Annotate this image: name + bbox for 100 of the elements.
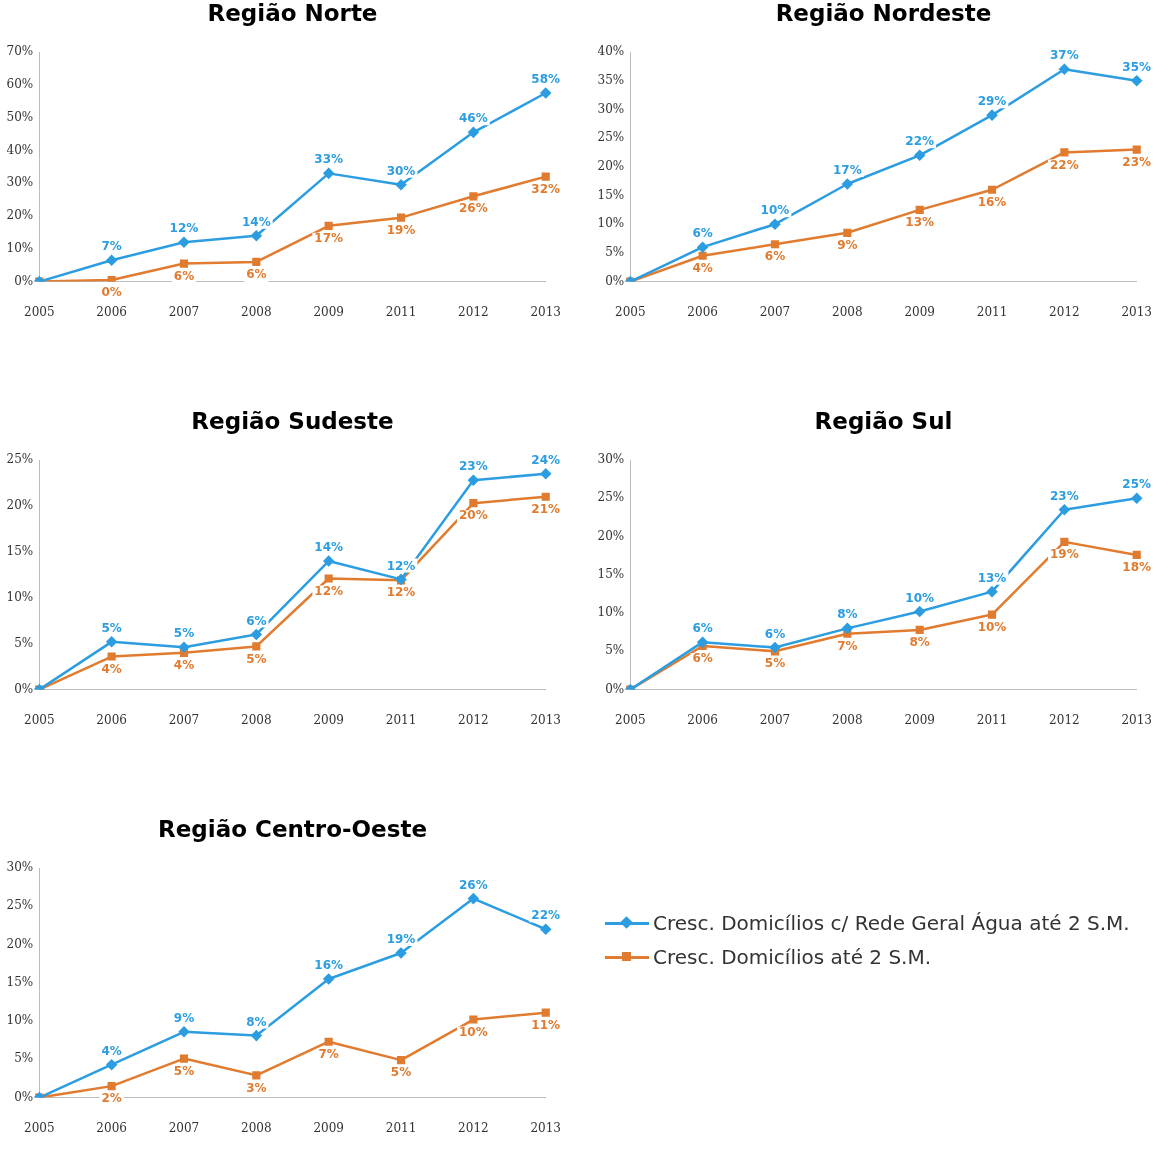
y-tick-label: 0%: [605, 681, 625, 696]
y-tick-label: 20%: [597, 528, 625, 543]
data-label: 16%: [977, 194, 1007, 209]
x-tick-label: 2011: [385, 712, 417, 727]
y-tick-label: 5%: [14, 635, 34, 650]
x-tick-label: 2009: [904, 712, 935, 727]
data-label: 8%: [909, 635, 930, 650]
x-tick-label: 2006: [687, 304, 718, 319]
x-tick-label: 2005: [24, 712, 55, 727]
data-label: 33%: [314, 152, 344, 167]
x-tick-label: 2009: [313, 712, 344, 727]
y-tick-label: 15%: [597, 187, 625, 202]
x-tick-label: 2012: [458, 712, 489, 727]
x-tick-label: 2012: [458, 304, 489, 319]
data-label: 22%: [905, 134, 935, 149]
x-tick-label: 2013: [530, 304, 561, 319]
x-tick-label: 2006: [96, 712, 127, 727]
x-tick-label: 2012: [458, 1120, 489, 1135]
y-tick-label: 25%: [597, 490, 625, 505]
data-label: 58%: [531, 72, 561, 87]
y-tick-label: 30%: [6, 860, 34, 875]
data-label: 5%: [764, 656, 786, 671]
x-tick-label: 2011: [976, 304, 1008, 319]
y-tick-label: 0%: [14, 273, 34, 288]
data-label: 22%: [531, 908, 561, 923]
data-label: 6%: [173, 268, 195, 283]
data-label: 14%: [241, 214, 271, 229]
data-label: 6%: [692, 226, 713, 241]
data-label: 6%: [764, 626, 786, 641]
data-label: 7%: [318, 1046, 339, 1061]
x-tick-label: 2013: [530, 712, 561, 727]
x-tick-label: 2012: [1049, 712, 1080, 727]
y-tick-label: 70%: [6, 44, 34, 59]
data-label: 5%: [173, 626, 195, 641]
x-tick-label: 2007: [168, 712, 200, 727]
data-label: 23%: [459, 459, 488, 474]
data-label: 7%: [101, 239, 122, 254]
data-label: 7%: [837, 638, 858, 653]
data-label: 10%: [760, 203, 790, 218]
data-label: 30%: [386, 163, 416, 178]
data-label: 4%: [101, 1043, 122, 1058]
x-tick-label: 2005: [615, 712, 646, 727]
x-tick-label: 2007: [168, 304, 200, 319]
data-label: 21%: [531, 501, 561, 516]
data-label: 11%: [531, 1017, 561, 1032]
x-tick-label: 2005: [24, 1120, 55, 1135]
y-tick-label: 30%: [6, 175, 34, 190]
data-label: 19%: [1050, 547, 1079, 562]
y-tick-label: 20%: [6, 498, 34, 513]
data-label: 6%: [246, 613, 267, 628]
data-label: 5%: [390, 1065, 412, 1080]
chart-title: Região Centro-Oeste: [157, 816, 428, 842]
data-label: 37%: [1050, 48, 1079, 63]
x-tick-label: 2013: [1121, 712, 1152, 727]
data-label: 12%: [386, 585, 416, 600]
data-label: 13%: [977, 570, 1007, 585]
x-tick-label: 2007: [759, 304, 791, 319]
x-tick-label: 2009: [904, 304, 935, 319]
data-label: 18%: [1122, 560, 1152, 575]
x-tick-label: 2011: [976, 712, 1008, 727]
x-tick-label: 2005: [615, 304, 646, 319]
data-label: 14%: [314, 540, 344, 555]
data-label: 3%: [246, 1080, 267, 1095]
y-tick-label: 15%: [597, 566, 625, 581]
data-label: 8%: [837, 607, 858, 622]
y-tick-label: 10%: [6, 240, 34, 255]
data-label: 22%: [1050, 157, 1079, 172]
data-label: 12%: [169, 221, 199, 236]
x-tick-label: 2007: [759, 712, 791, 727]
data-label: 6%: [692, 621, 713, 636]
data-label: 16%: [314, 958, 344, 973]
data-label: 32%: [531, 181, 561, 196]
data-label: 35%: [1122, 59, 1152, 74]
y-tick-label: 0%: [605, 273, 625, 288]
data-label: 23%: [1050, 488, 1079, 503]
data-label: 19%: [386, 222, 416, 237]
y-tick-label: 40%: [6, 142, 34, 157]
x-tick-label: 2007: [168, 1120, 200, 1135]
y-tick-label: 25%: [6, 898, 34, 913]
x-tick-label: 2013: [530, 1120, 561, 1135]
y-tick-label: 20%: [6, 936, 34, 951]
data-label: 8%: [246, 1014, 267, 1029]
y-tick-label: 0%: [14, 1089, 34, 1104]
x-tick-label: 2008: [241, 712, 272, 727]
data-label: 2%: [101, 1091, 122, 1106]
data-label: 20%: [459, 508, 488, 523]
y-tick-label: 10%: [6, 1013, 34, 1028]
data-label: 29%: [977, 94, 1007, 109]
data-label: 26%: [459, 201, 488, 216]
chart-title: Região Nordeste: [774, 0, 993, 26]
chart-title: Região Sudeste: [190, 408, 395, 434]
y-tick-label: 15%: [6, 543, 34, 558]
y-tick-label: 15%: [6, 974, 34, 989]
x-tick-label: 2009: [313, 304, 344, 319]
data-label: 17%: [314, 230, 344, 245]
chart-title: Região Norte: [206, 0, 379, 26]
x-tick-label: 2011: [385, 304, 417, 319]
data-label: 12%: [386, 558, 416, 573]
data-label: 4%: [173, 657, 195, 672]
y-tick-label: 0%: [14, 681, 34, 696]
